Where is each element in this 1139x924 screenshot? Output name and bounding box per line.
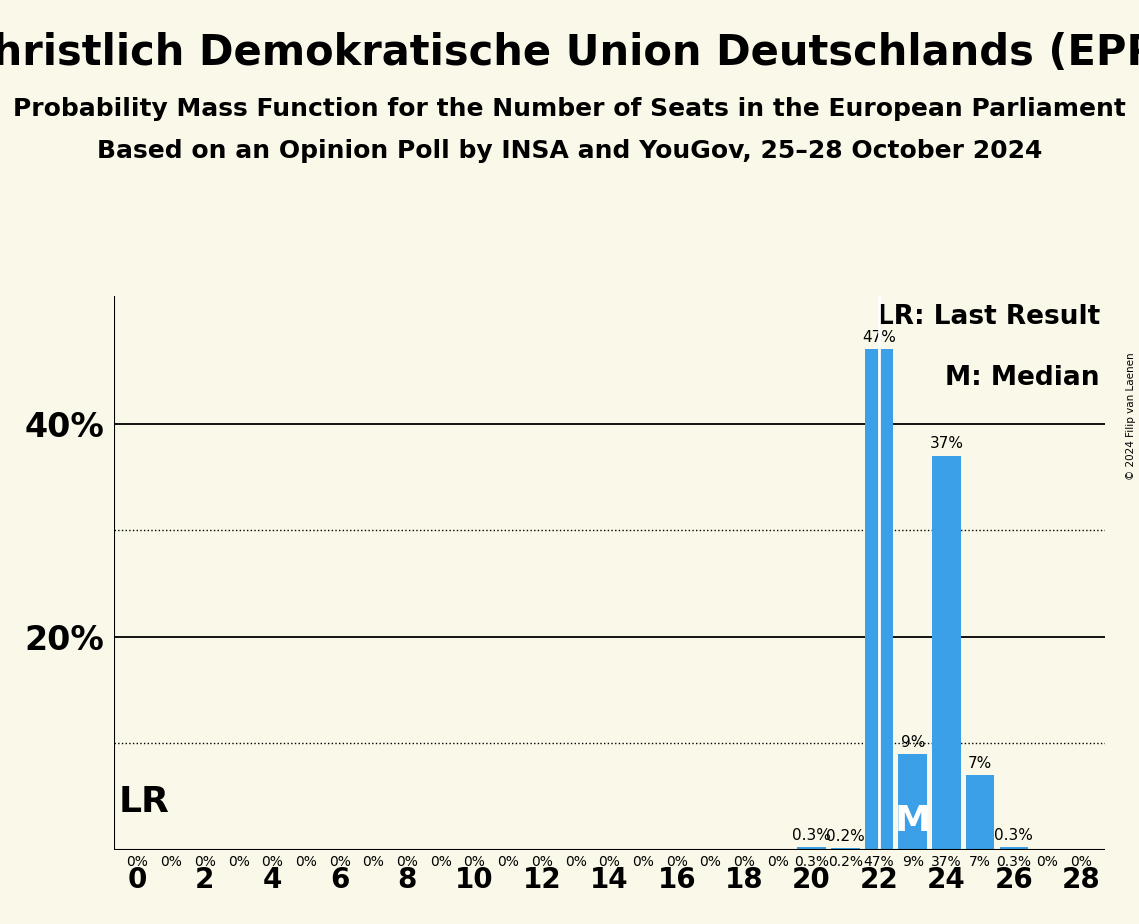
Text: 0.3%: 0.3% <box>994 828 1033 843</box>
Text: 0%: 0% <box>194 856 216 869</box>
Text: 47%: 47% <box>863 856 894 869</box>
Bar <box>966 775 994 850</box>
Text: 0%: 0% <box>161 856 182 869</box>
Text: 0.3%: 0.3% <box>792 828 831 843</box>
Text: 9%: 9% <box>901 735 925 750</box>
Text: 0%: 0% <box>1036 856 1058 869</box>
Text: 37%: 37% <box>929 436 964 451</box>
Text: LR: Last Result: LR: Last Result <box>877 304 1100 330</box>
Text: 0%: 0% <box>531 856 552 869</box>
Text: M: Median: M: Median <box>945 365 1100 391</box>
Bar <box>932 456 960 850</box>
Text: 0.3%: 0.3% <box>794 856 829 869</box>
Text: Probability Mass Function for the Number of Seats in the European Parliament: Probability Mass Function for the Number… <box>13 97 1126 121</box>
Text: 0.3%: 0.3% <box>997 856 1031 869</box>
Bar <box>865 349 893 850</box>
Text: 0%: 0% <box>261 856 284 869</box>
Text: 0%: 0% <box>464 856 485 869</box>
Text: 0%: 0% <box>632 856 654 869</box>
Text: 47%: 47% <box>862 330 896 345</box>
Text: M: M <box>895 804 931 838</box>
Text: 37%: 37% <box>931 856 961 869</box>
Text: 0%: 0% <box>565 856 587 869</box>
Bar <box>797 847 826 850</box>
Text: 7%: 7% <box>968 756 992 772</box>
Text: 7%: 7% <box>969 856 991 869</box>
Bar <box>899 754 927 850</box>
Text: 9%: 9% <box>902 856 924 869</box>
Text: Christlich Demokratische Union Deutschlands (EPP): Christlich Demokratische Union Deutschla… <box>0 32 1139 74</box>
Text: 0%: 0% <box>699 856 721 869</box>
Text: 0%: 0% <box>362 856 384 869</box>
Text: Based on an Opinion Poll by INSA and YouGov, 25–28 October 2024: Based on an Opinion Poll by INSA and You… <box>97 139 1042 163</box>
Text: © 2024 Filip van Laenen: © 2024 Filip van Laenen <box>1126 352 1136 480</box>
Text: 0%: 0% <box>126 856 148 869</box>
Text: 0%: 0% <box>767 856 789 869</box>
Text: 0.2%: 0.2% <box>826 829 865 844</box>
Bar <box>831 848 860 850</box>
Text: 0%: 0% <box>228 856 249 869</box>
Text: 0.2%: 0.2% <box>828 856 863 869</box>
Text: LR: LR <box>118 785 170 819</box>
Text: 0%: 0% <box>329 856 351 869</box>
Text: 0%: 0% <box>295 856 317 869</box>
Text: 0%: 0% <box>666 856 688 869</box>
Text: 0%: 0% <box>734 856 755 869</box>
Text: 0%: 0% <box>1071 856 1092 869</box>
Text: 0%: 0% <box>429 856 452 869</box>
Text: 0%: 0% <box>498 856 519 869</box>
Text: 0%: 0% <box>598 856 621 869</box>
Bar <box>1000 847 1029 850</box>
Text: 0%: 0% <box>396 856 418 869</box>
